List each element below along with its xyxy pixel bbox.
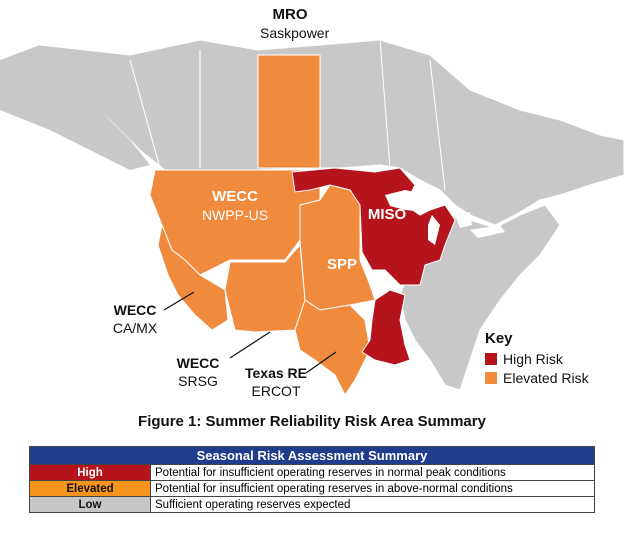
risk-level-high: High [29,464,151,481]
region-mro-saskpower [257,54,321,169]
legend-title: Key [485,330,513,347]
label-wecc-camx: WECC CA/MX [100,302,170,337]
legend-item-elevated: Elevated Risk [485,368,589,387]
risk-description-high: Potential for insufficient operating res… [150,464,595,481]
northwest-land [0,45,150,170]
label-texas-ercot-sub: ERCOT [251,382,301,399]
label-wecc-camx-name: WECC [113,302,157,318]
label-mro: MRO Saskpower [260,6,330,42]
legend-swatch-elevated [485,371,497,384]
label-wecc-nwpp-sub: NWPP-US [201,206,269,223]
province-borders [129,39,446,191]
table-row: Elevated Potential for insufficient oper… [29,480,595,497]
label-mro-name: MRO [272,6,308,23]
great-lakes [385,190,505,245]
label-wecc-nwpp-name: WECC [212,188,258,205]
table-row: High Potential for insufficient operatin… [29,464,595,481]
risk-description-elevated: Potential for insufficient operating res… [150,480,595,497]
figure-caption: Figure 1: Summer Reliability Risk Area S… [138,413,486,430]
label-texas-ercot: Texas RE ERCOT [240,365,312,400]
region-wecc-camx [157,223,229,331]
risk-map [0,39,624,396]
label-miso: MISO [367,206,407,223]
summary-table: Seasonal Risk Assessment Summary High Po… [29,446,595,513]
risk-level-low: Low [29,496,151,513]
risk-level-elevated: Elevated [29,480,151,497]
label-wecc-camx-sub: CA/MX [112,319,158,336]
region-miso-north [291,167,456,286]
leader-lines [163,291,337,374]
legend-item-high: High Risk [485,349,589,368]
label-texas-ercot-name: Texas RE [245,365,307,381]
label-wecc-srsg: WECC SRSG [165,355,231,390]
label-mro-sub: Saskpower [260,24,330,41]
risk-description-low: Sufficient operating reserves expected [150,496,595,513]
table-row: Low Sufficient operating reserves expect… [29,496,595,513]
summary-table-title: Seasonal Risk Assessment Summary [29,446,595,465]
region-texas-ercot [294,299,371,396]
legend-label-elevated: Elevated Risk [503,369,589,386]
label-wecc-srsg-name: WECC [176,355,220,371]
legend-label-high: High Risk [503,350,563,367]
label-wecc-nwpp: WECC NWPP-US [190,188,280,224]
legend-swatch-high [485,352,497,365]
label-wecc-srsg-sub: SRSG [178,372,218,389]
map-legend: Key High Risk Elevated Risk [485,330,589,387]
label-spp: SPP [326,256,357,273]
region-miso-south [361,289,411,366]
